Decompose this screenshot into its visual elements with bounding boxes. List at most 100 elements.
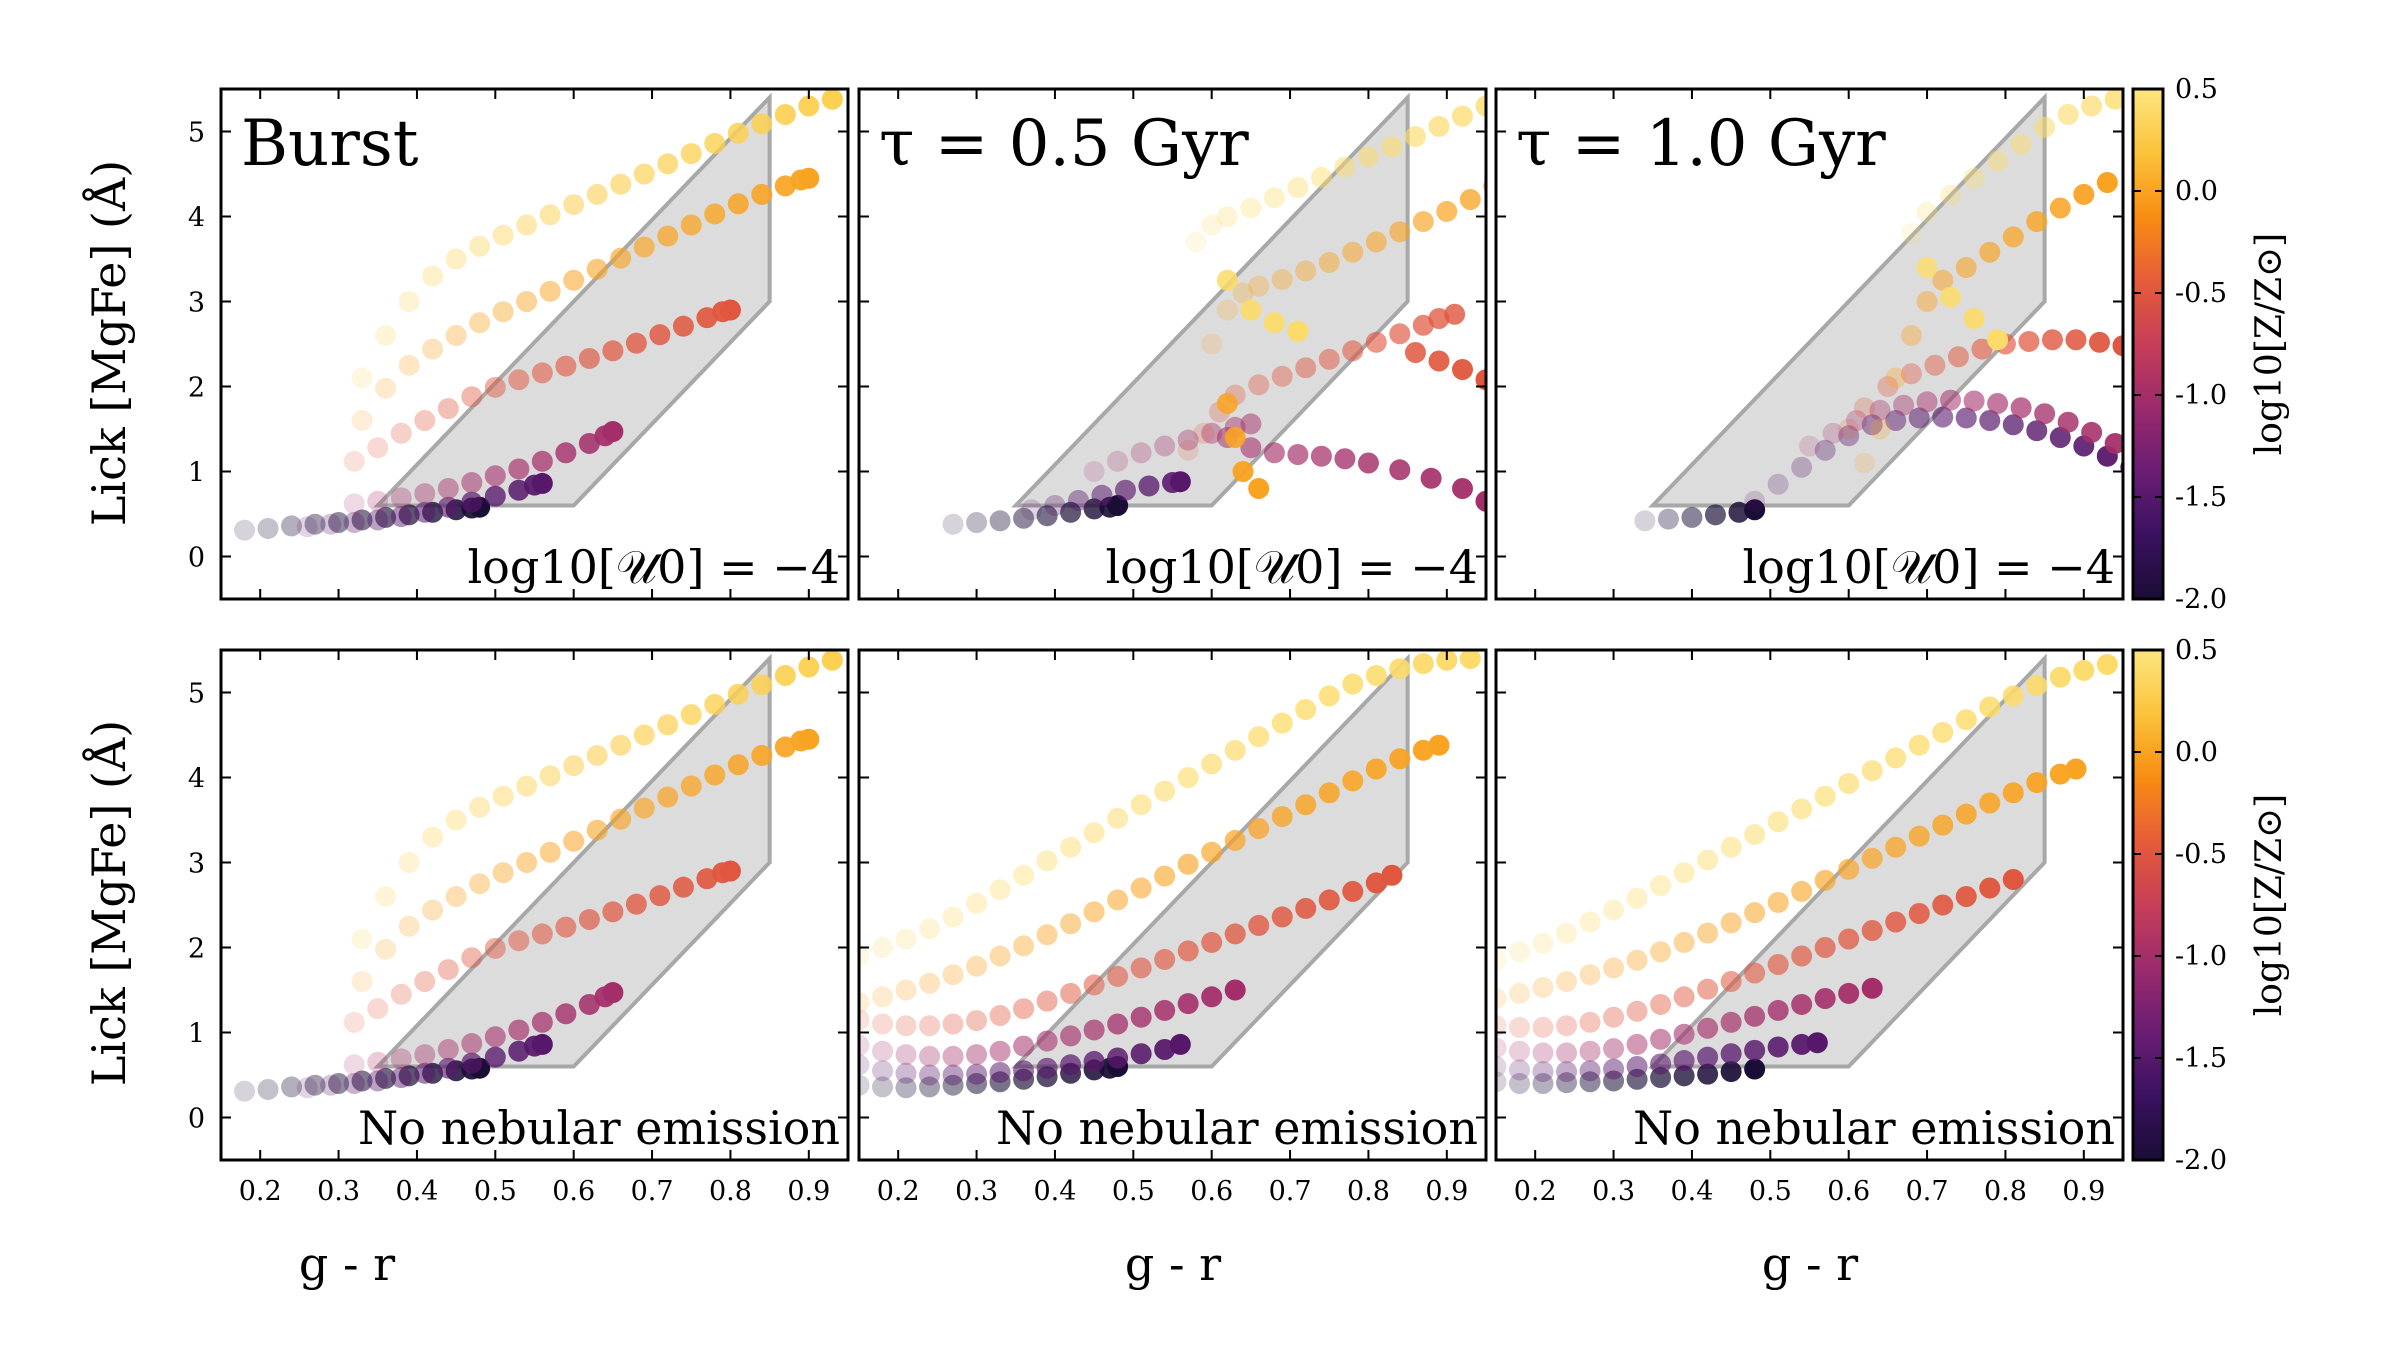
data-point <box>1697 849 1719 871</box>
data-point <box>821 89 843 110</box>
data-point <box>1634 510 1656 532</box>
data-point <box>484 465 506 487</box>
x-tick-label: 0.3 <box>955 1176 998 1207</box>
data-point <box>1318 348 1340 370</box>
data-point <box>1861 414 1883 436</box>
data-point <box>398 915 420 937</box>
data-point <box>672 876 694 898</box>
data-point <box>1885 410 1907 431</box>
data-point <box>1720 971 1742 992</box>
data-points <box>942 95 1486 535</box>
data-point <box>1420 467 1442 489</box>
data-point <box>942 906 964 928</box>
data-point <box>1720 1043 1742 1065</box>
data-point <box>578 993 600 1015</box>
data-point <box>1650 1028 1672 1050</box>
data-point <box>1381 136 1403 158</box>
data-point <box>1767 954 1789 975</box>
data-point <box>1603 1058 1625 1080</box>
data-point <box>1579 1011 1601 1033</box>
data-point <box>1451 478 1473 499</box>
data-point <box>610 808 632 830</box>
data-point <box>461 1052 483 1074</box>
colorbar-gradient <box>2131 648 2165 1162</box>
data-point <box>1916 201 1938 223</box>
data-point <box>859 1009 870 1031</box>
data-point <box>1154 435 1176 457</box>
data-point <box>531 923 553 945</box>
data-point <box>531 450 553 472</box>
data-point <box>1767 811 1789 833</box>
data-point <box>919 972 941 994</box>
data-point <box>1381 864 1403 886</box>
y-tick-label: 5 <box>188 679 205 710</box>
data-point <box>1626 949 1648 971</box>
data-point <box>1201 841 1223 863</box>
data-point <box>531 1011 553 1033</box>
panel-burst-nebular: 0 1 2 3 4 5 Burst log10[𝒰0] = −4 <box>188 87 850 601</box>
data-point <box>1036 505 1058 527</box>
ticks <box>859 89 1486 599</box>
data-point <box>1496 988 1507 1009</box>
data-point <box>1389 221 1411 243</box>
data-point <box>1791 945 1813 967</box>
data-point <box>1979 241 2001 263</box>
data-point <box>578 347 600 369</box>
data-point <box>367 509 389 531</box>
data-point <box>1556 922 1578 944</box>
data-point <box>563 755 585 777</box>
data-point <box>2049 666 2071 688</box>
data-point <box>1509 941 1531 963</box>
data-point <box>1107 807 1129 829</box>
data-point <box>234 1080 256 1102</box>
data-point <box>1932 894 1954 916</box>
data-point <box>1044 495 1066 516</box>
y-axis-label: Lick [MgFe] (Å) <box>81 720 136 1086</box>
data-point <box>1240 197 1262 219</box>
x-tick-label: 0.8 <box>1984 1176 2027 1207</box>
data-point <box>1248 726 1270 748</box>
data-point <box>1979 410 2001 431</box>
data-point <box>727 122 749 144</box>
colorbar-label: log10[Z/Z⊙] <box>2249 794 2290 1016</box>
data-point <box>296 516 318 538</box>
data-point <box>1232 282 1254 304</box>
data-point <box>2057 104 2079 125</box>
data-point <box>602 340 624 362</box>
data-point <box>1697 922 1719 944</box>
colorbar: 0.5 0.0 -0.5 -1.0 -1.5 -2.0 log10[Z/Z⊙] <box>2131 74 2290 615</box>
data-point <box>1940 184 1962 206</box>
data-point <box>1908 734 1930 756</box>
data-point <box>1924 354 1946 376</box>
data-point <box>633 163 655 185</box>
data-point <box>602 901 624 923</box>
data-point <box>1389 748 1411 770</box>
data-point <box>390 487 412 509</box>
data-point <box>1728 501 1750 523</box>
plot-frame <box>1494 648 2125 1162</box>
data-point <box>1201 214 1223 236</box>
data-point <box>539 841 561 863</box>
colorbar-tick-label: -1.0 <box>2175 941 2227 972</box>
data-point <box>1940 286 1962 308</box>
data-point <box>351 509 373 531</box>
data-point <box>1979 696 2001 718</box>
data-point <box>414 971 436 992</box>
data-point <box>1496 1056 1507 1077</box>
data-point <box>1295 897 1317 919</box>
colorbar: 0.5 0.0 -0.5 -1.0 -1.5 -2.0 log10[Z/Z⊙] <box>2131 635 2290 1176</box>
data-point <box>1556 1042 1578 1064</box>
data-point <box>2081 95 2103 117</box>
data-point <box>1013 998 1035 1020</box>
data-point <box>516 852 538 873</box>
x-tick-label: 0.8 <box>1347 1176 1390 1207</box>
data-point <box>1428 115 1450 137</box>
data-point <box>1916 257 1938 278</box>
ticks: 0.2 0.3 0.4 0.5 0.6 0.7 0.8 0.9 <box>1496 650 2123 1207</box>
data-point <box>2026 420 2048 442</box>
data-point <box>351 971 373 992</box>
data-point <box>1248 478 1270 499</box>
data-point <box>1083 461 1105 482</box>
data-point <box>2010 397 2032 419</box>
data-point <box>563 830 585 852</box>
